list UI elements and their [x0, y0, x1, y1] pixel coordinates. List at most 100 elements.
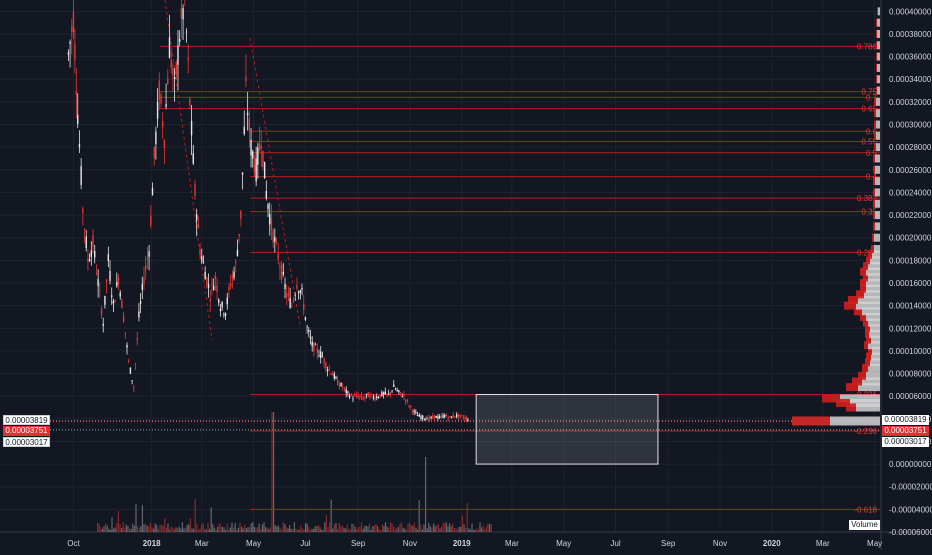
y-axis-labels: 0.00040000 0.00038000 0.00036000 0.00034000…: [889, 7, 932, 537]
profile-bar-gray: [877, 63, 880, 72]
volume-bar: [338, 523, 340, 532]
profile-bar-red: [865, 324, 870, 333]
candle-body: [394, 388, 397, 390]
fib-level-label: 0.382: [857, 194, 878, 203]
candle-body: [124, 332, 127, 334]
profile-bar-gray: [850, 398, 880, 407]
volume-bar: [237, 527, 239, 532]
profile-bar-gray: [866, 312, 880, 321]
profile-bar-red: [876, 18, 877, 27]
volume-bar: [453, 528, 455, 532]
volume-bar: [412, 525, 414, 532]
volume-bar: [477, 529, 479, 532]
volume-bar: [239, 522, 241, 532]
profile-bar-red: [844, 301, 856, 310]
projection-box[interactable]: [475, 393, 659, 465]
volume-bar: [201, 524, 203, 532]
volume-bar: [250, 523, 252, 532]
volume-bar: [466, 503, 468, 532]
candle-body: [109, 271, 111, 282]
profile-bar-red: [846, 383, 858, 392]
volume-bar: [209, 528, 211, 532]
volume-bar: [293, 522, 295, 532]
candle-body: [421, 415, 424, 419]
candle-body: [459, 414, 461, 417]
profile-bar-red: [866, 335, 871, 344]
volume-bar: [255, 527, 257, 532]
volume-bar: [450, 526, 452, 532]
volume-bar: [252, 522, 254, 532]
volume-bar: [132, 523, 134, 532]
volume-bar: [325, 515, 327, 532]
candle-body: [444, 415, 446, 417]
candle-body: [252, 151, 254, 159]
candle-body: [284, 283, 286, 289]
candle-body: [111, 295, 113, 298]
profile-bar-red: [846, 403, 856, 412]
volume-bar: [98, 523, 100, 532]
fib-levels: 0.786 0.750.7 0.65 0.60.55 0.5 0.4 0.382 0.35 0.…: [50, 42, 880, 514]
profile-bar-red: [860, 278, 866, 287]
volume-bar: [489, 523, 491, 532]
candle-body: [134, 363, 137, 365]
volume-bar: [191, 528, 193, 532]
profile-bar-gray: [868, 262, 880, 270]
candle-body: [286, 293, 288, 298]
candle-body: [199, 249, 201, 255]
profile-bar-gray: [868, 318, 880, 327]
fib-level-label: 0.786: [857, 42, 878, 51]
volume-bar: [233, 527, 235, 532]
volume-bar: [215, 529, 217, 532]
candle-body: [150, 215, 152, 226]
volume-bar: [378, 529, 380, 532]
profile-bar-red: [873, 177, 875, 186]
volume-bar: [409, 522, 411, 532]
volume-bar: [431, 527, 433, 532]
y-tick-label: -0.00004000: [889, 505, 932, 514]
candle-body: [119, 292, 121, 297]
candle-body: [282, 272, 285, 275]
candle-body: [389, 392, 392, 394]
candle-body: [92, 235, 94, 247]
candle-body: [430, 416, 432, 418]
x-tick-label: 2018: [143, 539, 161, 548]
volume-bar: [442, 523, 444, 532]
volume-bar: [234, 522, 236, 532]
candle-body: [393, 384, 395, 388]
volume-bar: [140, 526, 142, 532]
volume-bar: [341, 525, 343, 532]
volume-bar: [207, 522, 209, 532]
candle-body: [425, 418, 427, 420]
candle-body: [386, 393, 388, 395]
volume-bar: [458, 526, 460, 532]
volume-bar: [399, 523, 401, 532]
candle-body: [69, 41, 71, 44]
candle-body: [347, 391, 349, 393]
candle-body: [128, 360, 130, 362]
y-tick-label: 0.00040000: [889, 7, 932, 16]
candle-body: [163, 140, 166, 149]
profile-bar-gray: [871, 335, 880, 344]
y-tick-label: 0.00008000: [889, 370, 932, 379]
volume-bar: [292, 529, 294, 532]
candle-body: [359, 395, 361, 397]
volume-bar: [460, 526, 462, 532]
volume-bar: [389, 522, 391, 532]
volume-bar: [348, 528, 350, 532]
volume-bar: [97, 522, 99, 532]
y-tick-label: 0.00018000: [889, 256, 932, 265]
profile-bar-gray: [875, 177, 880, 186]
volume-bar: [101, 528, 103, 532]
volume-bar: [249, 526, 251, 532]
candle-body: [74, 43, 76, 61]
volume-bar: [405, 529, 407, 532]
candle-body: [116, 282, 118, 287]
candle-body: [238, 233, 240, 237]
profile-bar-red: [848, 295, 858, 304]
candle-body: [165, 104, 167, 107]
volume-bar: [484, 529, 486, 532]
profile-bar-red: [836, 398, 850, 407]
candle-body: [442, 415, 444, 418]
